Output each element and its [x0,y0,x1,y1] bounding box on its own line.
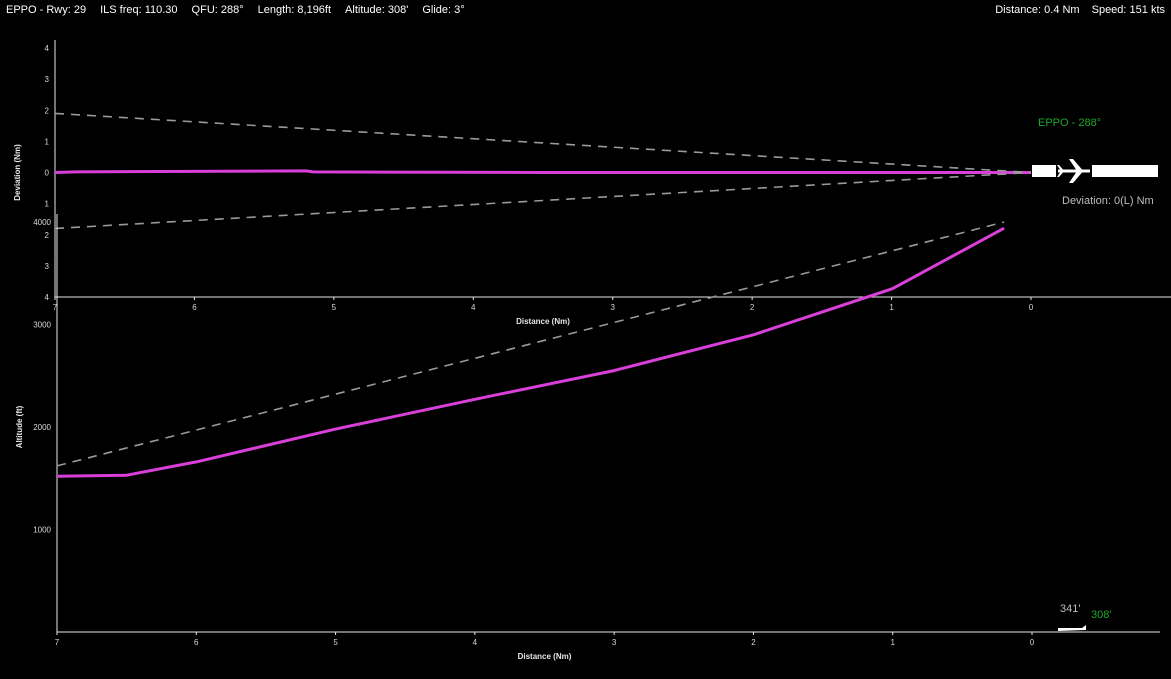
y-tick-label: 3 [45,75,50,84]
flight-path-line [56,226,1005,478]
x-tick-label: 7 [53,303,58,312]
x-tick-label: 3 [610,303,615,312]
altitude-y-axis-label: Altitude (ft) [15,405,24,448]
y-tick-label: 1000 [33,526,51,535]
y-tick-label: 3000 [33,321,51,330]
aircraft-touchdown-icon [1058,625,1086,631]
lower-cone-line [54,112,1032,174]
altitude-y-ticks: 4000 3000 2000 1000 [33,218,51,535]
x-tick-label: 4 [473,638,478,647]
runway-info: EPPO - Rwy: 29 [6,4,87,16]
runway-length: Length: 8,196ft [257,4,332,16]
y-tick-label: 0 [45,169,50,178]
distance-readout: Distance: 0.4 Nm [995,4,1080,16]
altitude-x-ticks: 7 6 5 4 3 2 1 0 [55,632,1035,647]
altitude-x-axis-label: Distance (Nm) [518,652,572,661]
deviation-y-ticks: 4 3 2 1 0 1 2 3 4 [45,44,50,302]
glide-slope-line [56,221,1005,467]
ils-frequency: ILS freq: 110.30 [100,4,178,16]
y-tick-label: 4000 [33,218,51,227]
runway [1032,159,1158,183]
upper-cone-line [54,171,1032,230]
x-tick-label: 2 [750,303,755,312]
runway-altitude-label: 308' [1091,609,1111,621]
deviation-x-ticks: 7 6 5 4 3 2 1 0 [53,297,1034,312]
y-tick-label: 2 [45,231,50,240]
aircraft-altitude-label: 341' [1060,603,1080,615]
x-tick-label: 2 [751,638,756,647]
x-tick-label: 3 [612,638,617,647]
approach-info: EPPO - Rwy: 29 ILS freq: 110.30 QFU: 288° L… [6,4,479,16]
x-tick-label: 6 [194,638,199,647]
runway-label: EPPO - 288° [1038,117,1101,129]
runway-threshold [1032,165,1056,177]
x-tick-label: 4 [471,303,476,312]
deviation-series [54,112,1032,230]
flight-info: Distance: 0.4 Nm Speed: 151 kts [983,4,1165,16]
runway-altitude: Altitude: 308' [345,4,409,16]
deviation-readout: Deviation: 0(L) Nm [1062,195,1154,207]
altitude-series [56,221,1005,478]
x-tick-label: 1 [889,303,894,312]
qfu-info: QFU: 288° [191,4,244,16]
y-tick-label: 3 [45,262,50,271]
x-tick-label: 7 [55,638,60,647]
speed-readout: Speed: 151 kts [1091,4,1165,16]
x-tick-label: 0 [1029,303,1034,312]
y-tick-label: 2000 [33,423,51,432]
x-tick-label: 5 [333,638,338,647]
y-tick-label: 4 [45,44,50,53]
airplane-icon [1057,159,1090,183]
y-tick-label: 2 [45,106,50,115]
deviation-y-axis-label: Deviation (Nm) [13,144,22,201]
flight-path-line [54,169,1031,174]
x-tick-label: 0 [1030,638,1035,647]
y-tick-label: 4 [45,293,50,302]
glide-angle: Glide: 3° [422,4,465,16]
x-tick-label: 5 [332,303,337,312]
y-tick-label: 1 [45,200,50,209]
x-tick-label: 6 [192,303,197,312]
deviation-chart: 4 3 2 1 0 1 2 3 4 7 6 5 4 3 2 1 0 Distance (Nm) Deviati… [13,40,1171,326]
deviation-x-axis-label: Distance (Nm) [516,317,570,326]
y-tick-label: 1 [45,137,50,146]
runway-body [1092,165,1158,177]
x-tick-label: 1 [890,638,895,647]
status-bar: EPPO - Rwy: 29 ILS freq: 110.30 QFU: 288° L… [0,0,1171,24]
